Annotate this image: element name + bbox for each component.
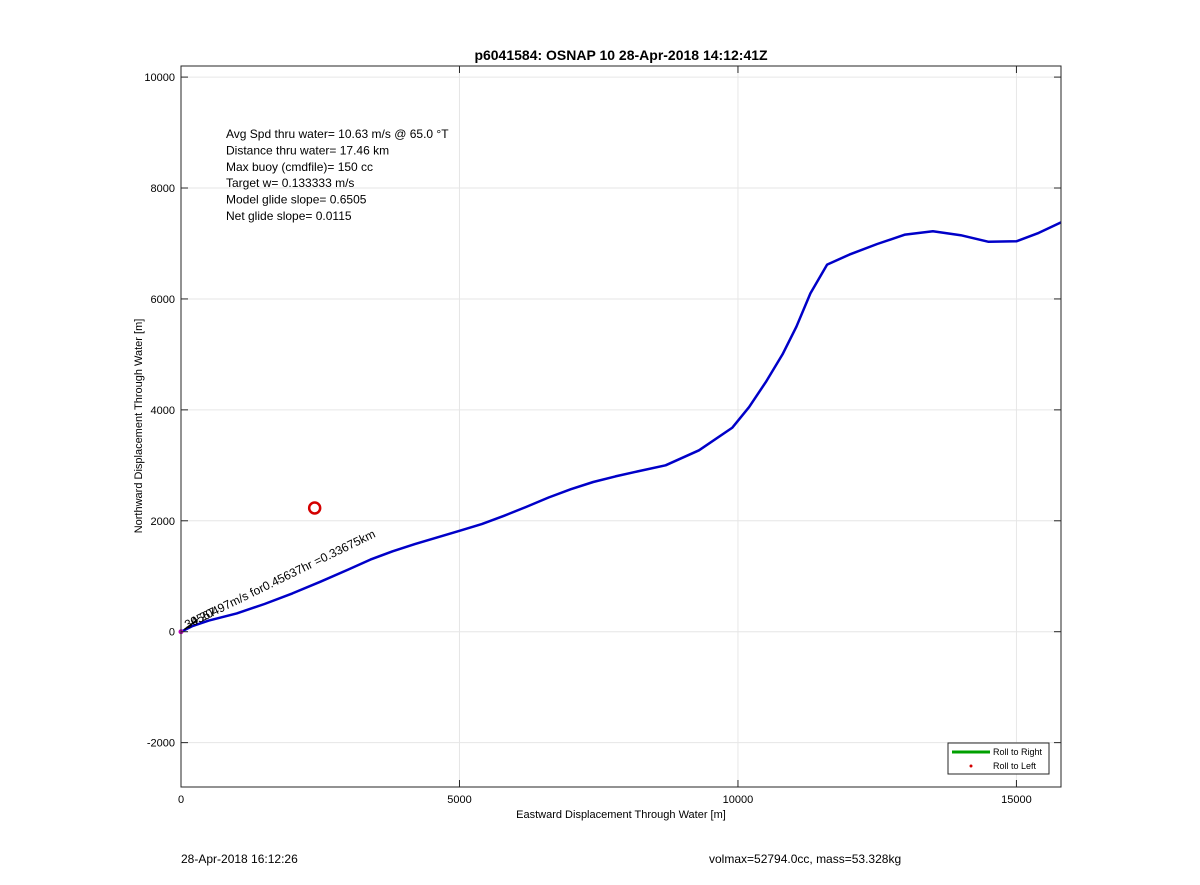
annotation-line: Net glide slope= 0.0115 [226, 209, 352, 223]
legend-swatch-dot [969, 764, 973, 768]
annotation-line: Distance thru water= 17.46 km [226, 143, 389, 157]
annotation-line: Model glide slope= 0.6505 [226, 193, 367, 207]
grid-lines [180, 66, 1061, 787]
footer-volmax-mass: volmax=52794.0cc, mass=53.328kg [709, 852, 902, 866]
annotation-line: Avg Spd thru water= 10.63 m/s @ 65.0 °T [226, 127, 449, 141]
current-vector [183, 618, 199, 631]
x-tick-label: 0 [178, 794, 184, 806]
plot-background [181, 66, 1061, 787]
y-tick-label: 6000 [151, 294, 175, 306]
legend-box [947, 742, 1050, 775]
y-tick-label: 4000 [151, 405, 175, 417]
stats-annotations: Avg Spd thru water= 10.63 m/s @ 65.0 °T D… [226, 127, 449, 223]
track-group [180, 221, 1062, 633]
axis-ticks: 0 5000 10000 15000 -2000 0 2000 4000 6000 8000 100… [144, 66, 1061, 806]
plot-frame [180, 65, 1062, 788]
x-tick-label: 10000 [723, 794, 754, 806]
y-tick-label: 10000 [144, 72, 175, 84]
y-tick-label: 0 [169, 627, 175, 639]
target-marker [307, 501, 322, 515]
x-tick-label: 15000 [1001, 794, 1032, 806]
legend: Roll to Right Roll to Left [947, 742, 1050, 775]
markers-group [178, 501, 322, 635]
footer-timestamp: 28-Apr-2018 16:12:26 [181, 852, 298, 866]
chart-title: p6041584: OSNAP 10 28-Apr-2018 14:12:41Z [474, 47, 768, 63]
legend-label: Roll to Right [993, 747, 1043, 757]
legend-label: Roll to Left [993, 761, 1037, 771]
y-axis-label: Northward Displacement Through Water [m] [133, 319, 145, 534]
series-line-track [180, 221, 1062, 633]
x-tick-label: 5000 [447, 794, 471, 806]
x-axis-label: Eastward Displacement Through Water [m] [516, 809, 726, 821]
y-tick-label: 2000 [151, 516, 175, 528]
annotation-line: Target w= 0.133333 m/s [226, 176, 354, 190]
y-tick-label: -2000 [147, 738, 175, 750]
y-tick-label: 8000 [151, 183, 175, 195]
annotation-line: Max buoy (cmdfile)= 150 cc [226, 160, 373, 174]
